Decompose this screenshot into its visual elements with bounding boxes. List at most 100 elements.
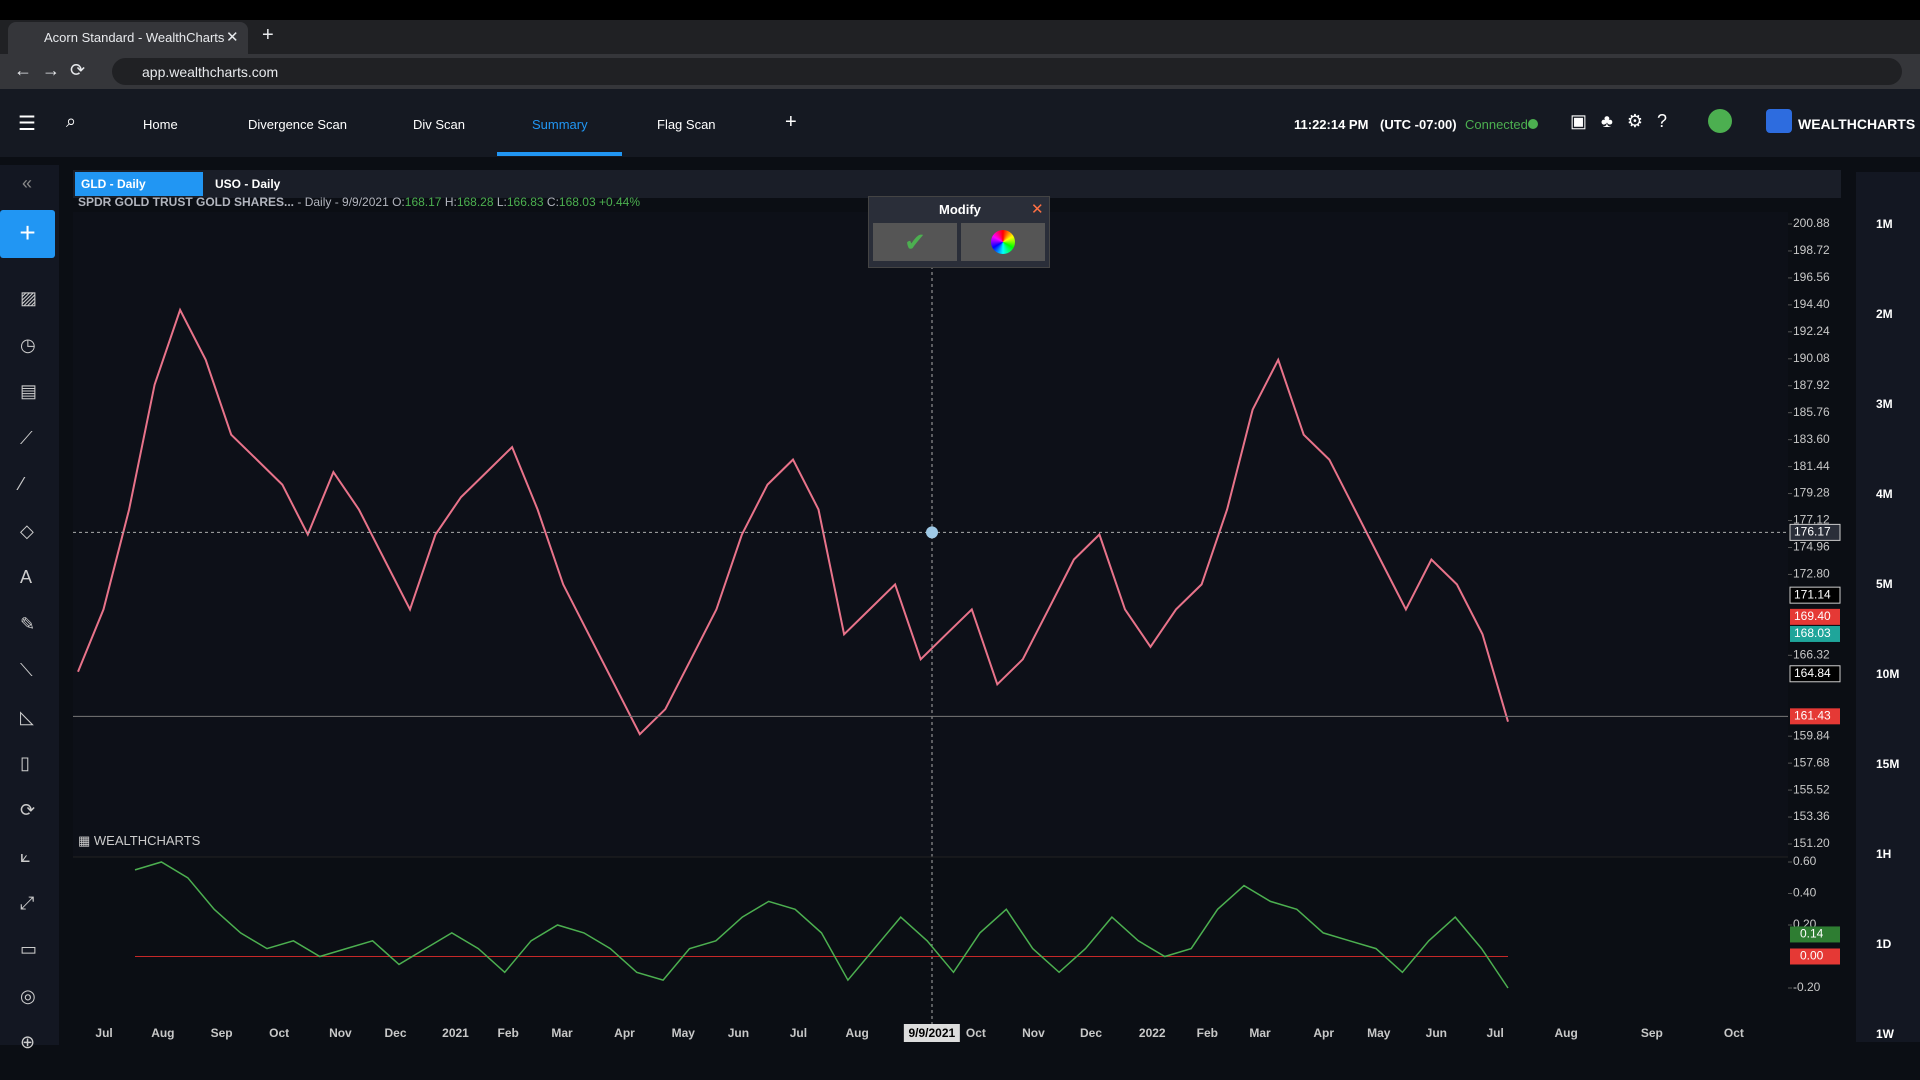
timeframe[interactable]: 5M — [1876, 577, 1893, 591]
timeframe[interactable]: 1W — [1876, 1027, 1894, 1041]
chart-tab[interactable]: USO - Daily — [209, 172, 329, 196]
browser-tab[interactable]: Acorn Standard - WealthCharts ✕ — [8, 22, 248, 54]
timeframe[interactable]: 1D — [1876, 937, 1892, 951]
price-tag-label: 161.43 — [1794, 709, 1831, 723]
price-tick-label: 155.52 — [1793, 782, 1830, 796]
clock: 11:22:14 PM — [1294, 117, 1369, 132]
change: +0.44% — [598, 195, 641, 209]
timeframe[interactable]: 10M — [1876, 667, 1900, 681]
search-icon[interactable]: ⌕ — [66, 111, 77, 131]
oscillator-line — [134, 861, 1509, 989]
timezone: (UTC -07:00) — [1380, 117, 1457, 132]
url-field[interactable]: app.wealthcharts.com — [112, 58, 1902, 85]
nav-item[interactable]: Summary — [532, 117, 588, 132]
time-tick-label: May — [1367, 1026, 1391, 1040]
price-tag-label: 171.14 — [1794, 587, 1831, 601]
nav-item[interactable]: Flag Scan — [657, 117, 716, 132]
low: 166.83 — [506, 195, 544, 209]
nav-item[interactable]: Divergence Scan — [248, 117, 347, 132]
price-tag — [1789, 586, 1841, 604]
price-line — [77, 307, 1509, 736]
price-tag — [1790, 608, 1840, 625]
time-tick-label: Feb — [1197, 1026, 1218, 1040]
confirm-button[interactable]: ✔ — [873, 223, 957, 261]
color-wheel — [991, 230, 1015, 254]
right-toolbar: 1M 2M 3M 4M 5M 10M 15M 1H 1D 1W — [1856, 172, 1920, 1042]
active-underline — [497, 152, 622, 156]
price-tag-label: 164.84 — [1794, 666, 1831, 680]
timeframe[interactable]: 15M — [1876, 757, 1900, 771]
price-tick-label: 174.96 — [1793, 540, 1830, 554]
color-button[interactable] — [961, 223, 1045, 261]
price-tick-label: 185.76 — [1793, 405, 1830, 419]
osc-tick-label: 0.40 — [1793, 886, 1817, 900]
price-tick-label: 192.24 — [1793, 324, 1830, 338]
chart-tabs: GLD - Daily USO - Daily — [73, 170, 1841, 198]
time-tick-label: Aug — [845, 1026, 868, 1040]
collapse[interactable]: « — [22, 173, 33, 193]
timeframe[interactable]: 3M — [1876, 397, 1893, 411]
close-label: C: — [546, 195, 559, 209]
brand: WEALTHCHARTS — [1798, 116, 1916, 132]
timeframe[interactable]: 2M — [1876, 307, 1893, 321]
nav-item[interactable]: Div Scan — [413, 117, 466, 132]
watermark-text: WEALTHCHARTS — [93, 833, 201, 848]
time-tick-label: Dec — [1080, 1026, 1102, 1040]
price-tick-label: 194.40 — [1793, 297, 1830, 311]
time-tick-label: Oct — [1724, 1026, 1744, 1040]
price-tag — [1790, 708, 1840, 725]
time-tick-label: Jun — [728, 1026, 749, 1040]
price-tick-label: 157.68 — [1793, 755, 1830, 769]
time-tick-label: Jul — [95, 1026, 112, 1040]
time-tick-label: Mar — [1249, 1026, 1271, 1040]
nav-buttons[interactable]: ← → ⟳ — [14, 60, 86, 80]
osc-tag-label: 0.14 — [1800, 927, 1824, 941]
new-tab[interactable]: + — [262, 24, 274, 46]
time-tick-label: Aug — [151, 1026, 174, 1040]
chart-tab-active[interactable]: GLD - Daily — [75, 172, 203, 196]
profile-icon[interactable] — [1708, 109, 1732, 133]
time-tick-label: 2021 — [442, 1026, 469, 1040]
time-tick-label: Dec — [385, 1026, 407, 1040]
osc-tag-label: 0.00 — [1800, 949, 1824, 963]
nav-item[interactable]: Home — [143, 117, 178, 132]
legend-info: - Daily - 9/9/2021 — [297, 195, 389, 209]
status-dot — [1528, 119, 1538, 129]
price-tag-label: 168.03 — [1794, 626, 1831, 640]
price-tick-label: 187.92 — [1793, 378, 1830, 392]
price-tick-label: 159.84 — [1793, 728, 1830, 742]
brand-logo — [1766, 109, 1792, 133]
price-tag-label: 169.40 — [1794, 609, 1831, 623]
menu-icon[interactable]: ☰ — [18, 113, 36, 135]
time-tick-label: Apr — [1313, 1026, 1334, 1040]
app-nav: ☰ ⌕ Home Divergence Scan Div Scan Summary Fl… — [0, 89, 1920, 157]
connection-status: Connected — [1465, 117, 1528, 132]
modify-popup: Modify ✕ ✔ — [868, 196, 1050, 268]
price-tick-label: 172.80 — [1793, 567, 1830, 581]
tab-strip — [0, 20, 1920, 54]
time-tick-label: Oct — [269, 1026, 289, 1040]
price-tick-label: 200.88 — [1793, 216, 1830, 230]
time-tick-label: Nov — [1022, 1026, 1045, 1040]
popup-close[interactable]: ✕ — [1031, 201, 1044, 218]
tab-close[interactable]: ✕ — [226, 29, 239, 46]
time-tick-label: Nov — [329, 1026, 352, 1040]
price-tag-label: 176.17 — [1794, 525, 1831, 539]
price-tick-label: 183.60 — [1793, 432, 1830, 446]
price-tick-label: 190.08 — [1793, 351, 1830, 365]
price-tick-label: 177.12 — [1793, 513, 1830, 527]
time-tick-label: Sep — [211, 1026, 233, 1040]
open: 168.17 — [404, 195, 442, 209]
add-tool[interactable]: + — [0, 210, 55, 258]
add-tab[interactable]: + — [785, 111, 797, 133]
timeframe[interactable]: 1H — [1876, 847, 1892, 861]
tool-icons[interactable]: ▨ ◷ ▤ ⟋ ⁄ ◇ A ✎ ⟍ ◺ ▯ ⟳ ⟀ ⤢ ▭ ◎ ⊕ — [20, 288, 38, 1052]
high: 168.28 — [456, 195, 494, 209]
price-tag — [1789, 523, 1841, 541]
time-tick-label: Jul — [1486, 1026, 1503, 1040]
toolbar-icons[interactable]: ▣♣⚙? — [1570, 111, 1681, 131]
timeframe[interactable]: 4M — [1876, 487, 1893, 501]
timeframe[interactable]: 1M — [1876, 217, 1893, 231]
